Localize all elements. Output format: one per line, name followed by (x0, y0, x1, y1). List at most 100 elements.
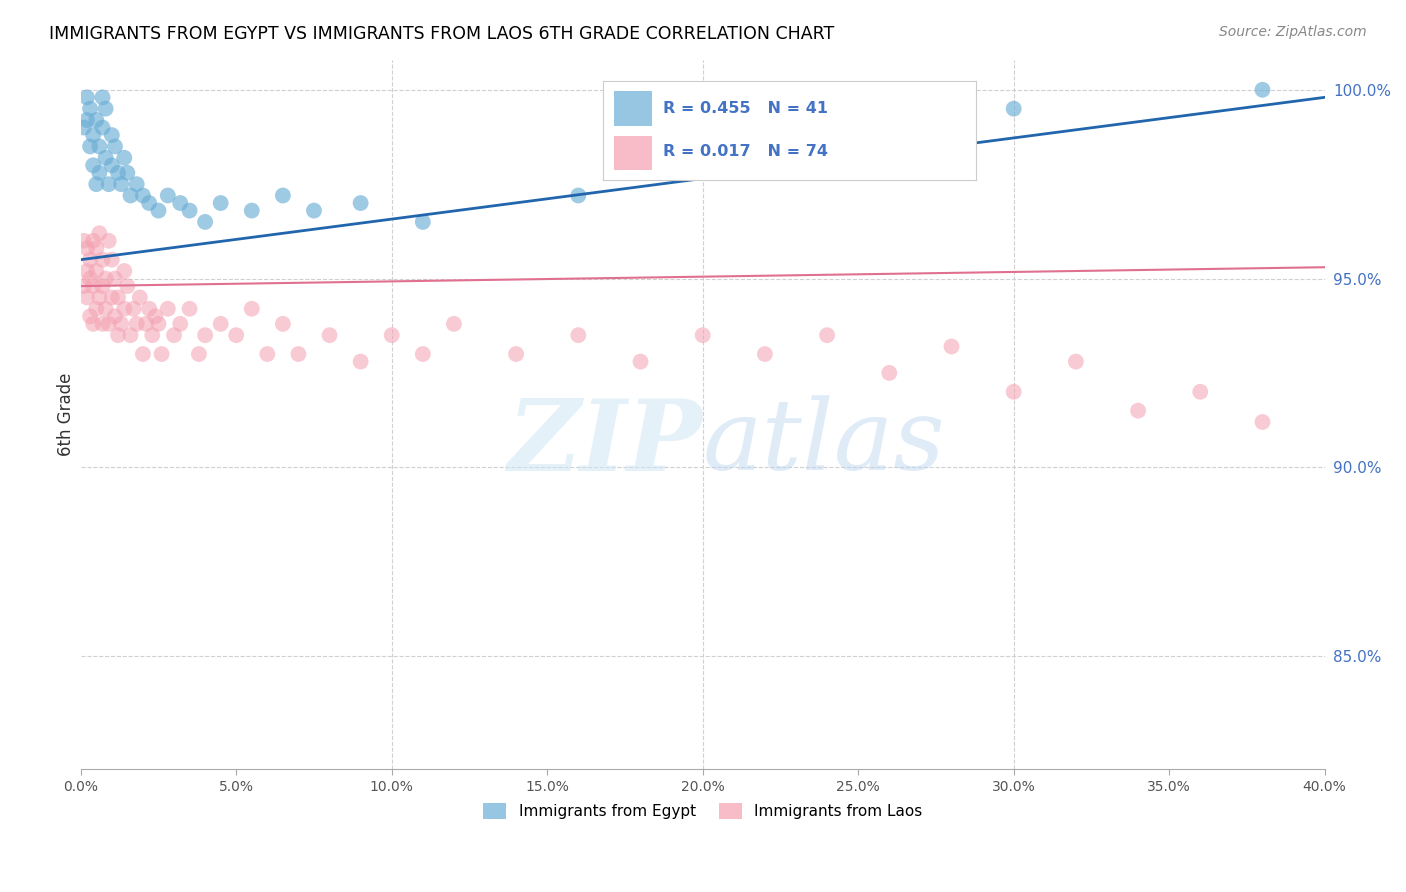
Point (107, 290, 129, 304)
Point (194, 328, 217, 343)
Point (101, 158, 124, 172)
Point (567, 328, 589, 343)
Point (271, 317, 294, 331)
Text: Source: ZipAtlas.com: Source: ZipAtlas.com (1219, 25, 1367, 39)
Point (112, 264, 135, 278)
Text: ZIP: ZIP (508, 394, 703, 491)
Point (163, 328, 186, 343)
Point (349, 354, 371, 368)
Point (89, 166, 111, 180)
Point (1251, 83, 1274, 97)
Point (101, 252, 124, 267)
Point (76, 90, 98, 104)
Point (84, 177, 107, 191)
Point (110, 317, 132, 331)
Point (101, 128, 124, 142)
Point (94, 301, 117, 316)
Point (84, 113, 107, 128)
Point (138, 196, 160, 211)
Point (76, 113, 98, 128)
Point (1064, 354, 1087, 368)
Point (104, 271, 127, 285)
Point (107, 328, 129, 343)
Point (82, 234, 104, 248)
Point (941, 339, 963, 353)
Point (76, 290, 98, 304)
Y-axis label: 6th Grade: 6th Grade (58, 373, 75, 456)
Point (120, 188, 142, 202)
Point (97, 177, 120, 191)
Point (94, 271, 117, 285)
Point (302, 203, 325, 218)
Point (132, 188, 155, 202)
Point (128, 290, 150, 304)
Point (567, 188, 589, 202)
Point (815, 328, 838, 343)
Text: atlas: atlas (703, 395, 945, 491)
Point (1002, 384, 1025, 399)
Point (271, 188, 294, 202)
Point (110, 177, 132, 191)
Point (287, 347, 309, 361)
Point (91, 317, 114, 331)
Point (91, 279, 114, 293)
Point (225, 328, 247, 343)
Point (148, 203, 170, 218)
Point (209, 196, 232, 211)
Point (256, 347, 278, 361)
Point (91, 120, 114, 135)
Point (91, 252, 114, 267)
Point (97, 317, 120, 331)
Point (209, 317, 232, 331)
Point (97, 234, 120, 248)
Point (412, 215, 434, 229)
Point (79, 271, 101, 285)
Point (73, 120, 96, 135)
Point (150, 347, 173, 361)
Point (84, 241, 107, 255)
Point (877, 366, 900, 380)
Point (125, 317, 148, 331)
Point (240, 203, 263, 218)
Point (349, 196, 371, 211)
Point (443, 317, 465, 331)
Point (179, 301, 201, 316)
Point (1251, 415, 1274, 429)
Point (148, 317, 170, 331)
Point (169, 317, 191, 331)
Point (381, 328, 404, 343)
Point (1189, 384, 1212, 399)
Point (89, 226, 111, 240)
Point (187, 347, 209, 361)
Point (94, 151, 117, 165)
Point (135, 317, 157, 331)
Text: IMMIGRANTS FROM EGYPT VS IMMIGRANTS FROM LAOS 6TH GRADE CORRELATION CHART: IMMIGRANTS FROM EGYPT VS IMMIGRANTS FROM… (49, 25, 834, 43)
Point (1002, 102, 1025, 116)
Point (89, 139, 111, 153)
Point (91, 90, 114, 104)
Point (156, 301, 179, 316)
Legend: Immigrants from Egypt, Immigrants from Laos: Immigrants from Egypt, Immigrants from L… (477, 797, 928, 825)
Point (79, 102, 101, 116)
Point (112, 301, 135, 316)
Point (138, 301, 160, 316)
Point (84, 264, 107, 278)
Point (107, 166, 129, 180)
Point (141, 328, 163, 343)
Point (82, 158, 104, 172)
Point (145, 310, 167, 324)
Point (505, 347, 527, 361)
Point (73, 279, 96, 293)
Point (630, 354, 652, 368)
Point (412, 347, 434, 361)
Point (194, 215, 217, 229)
Point (179, 203, 201, 218)
Point (79, 139, 101, 153)
Point (104, 139, 127, 153)
Point (156, 188, 179, 202)
Point (1126, 403, 1149, 417)
Point (79, 252, 101, 267)
Point (692, 328, 714, 343)
Point (318, 328, 340, 343)
Point (240, 301, 263, 316)
